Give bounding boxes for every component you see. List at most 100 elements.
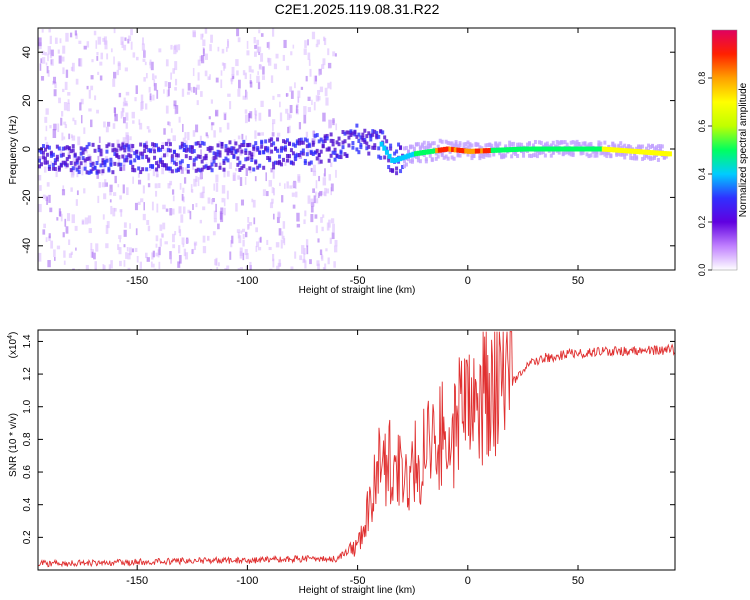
heatmap-cell [123, 229, 127, 237]
heatmap-cell [289, 185, 293, 189]
heatmap-cell [96, 109, 99, 114]
heatmap-cell [63, 146, 67, 151]
heatmap-cell [161, 167, 165, 175]
heatmap-cell [175, 44, 179, 53]
heatmap-cell [158, 246, 161, 256]
heatmap-cell [654, 147, 658, 152]
snr-plot-area [38, 330, 675, 570]
heatmap-cell [106, 53, 109, 60]
heatmap-cell [424, 157, 428, 162]
heatmap-cell [97, 144, 101, 149]
heatmap-cell [458, 153, 462, 158]
heatmap-cell [139, 268, 142, 270]
heatmap-cell [167, 144, 170, 152]
heatmap-cell [343, 139, 347, 144]
heatmap-cell [619, 152, 623, 157]
heatmap-cell [190, 184, 193, 193]
heatmap-cell [140, 102, 143, 111]
heatmap-cell [254, 141, 258, 146]
heatmap-cell [53, 158, 57, 163]
heatmap-cell [392, 157, 397, 163]
heatmap-cell [168, 87, 170, 96]
heatmap-cell [291, 151, 295, 156]
heatmap-cell [259, 236, 262, 243]
heatmap-cell [310, 206, 314, 213]
heatmap-cell [207, 197, 211, 204]
spectrogram-x-axis: -150 -100 -50 0 50 [126, 28, 584, 287]
heatmap-cell [127, 253, 131, 260]
heatmap-cell [214, 155, 218, 160]
heatmap-cell [266, 239, 269, 245]
heatmap-cell [178, 160, 182, 165]
heatmap-cell [143, 202, 145, 211]
heatmap-cell [315, 180, 318, 189]
heatmap-cell [317, 238, 320, 243]
heatmap-cell [152, 263, 155, 268]
heatmap-cell [335, 140, 339, 145]
heatmap-cell [220, 207, 224, 214]
heatmap-cell [117, 155, 121, 160]
heatmap-cell [188, 145, 192, 150]
heatmap-cell [620, 147, 625, 153]
heatmap-cell [165, 105, 169, 114]
heatmap-cell [268, 109, 271, 117]
heatmap-cell [239, 177, 243, 186]
heatmap-cell [361, 132, 365, 137]
heatmap-cell [62, 232, 65, 238]
heatmap-cell [41, 57, 46, 64]
heatmap-cell [119, 260, 122, 267]
heatmap-cell [301, 151, 305, 156]
heatmap-cell [549, 143, 553, 148]
heatmap-cell [377, 146, 381, 151]
heatmap-cell [122, 164, 126, 171]
colorbar-tick-label: 0.8 [697, 72, 707, 85]
heatmap-cell [485, 148, 490, 154]
heatmap-cell [221, 197, 224, 203]
heatmap-cell [466, 145, 470, 150]
heatmap-cell [248, 65, 252, 73]
heatmap-cell [135, 228, 138, 236]
heatmap-cell [122, 117, 126, 124]
heatmap-cell [432, 148, 437, 154]
heatmap-cell [224, 148, 228, 153]
heatmap-cell [288, 114, 292, 119]
heatmap-cell [194, 141, 198, 146]
heatmap-cell [142, 213, 146, 221]
heatmap-cell [619, 141, 623, 146]
heatmap-cell [329, 237, 332, 244]
heatmap-cell [520, 142, 524, 147]
heatmap-cell [615, 147, 620, 153]
heatmap-cell [182, 196, 185, 203]
heatmap-cell [95, 170, 99, 175]
heatmap-cell [220, 70, 223, 76]
heatmap-cell [52, 129, 57, 139]
heatmap-cell [95, 40, 98, 49]
heatmap-cell [345, 130, 349, 135]
heatmap-cell [535, 149, 539, 154]
heatmap-cell [268, 156, 272, 161]
heatmap-cell [290, 51, 293, 56]
heatmap-cell [113, 56, 115, 65]
heatmap-cell [105, 144, 109, 149]
heatmap-cell [325, 133, 329, 138]
heatmap-cell [237, 268, 240, 270]
heatmap-cell [94, 261, 97, 270]
heatmap-cell [458, 143, 462, 148]
heatmap-cell [61, 132, 64, 141]
heatmap-cell [324, 263, 327, 270]
heatmap-cell [113, 28, 116, 34]
heatmap-cell [351, 145, 355, 150]
heatmap-cell [404, 145, 408, 150]
heatmap-cell [43, 223, 46, 229]
heatmap-cell [569, 140, 573, 145]
heatmap-cell [652, 155, 656, 160]
heatmap-cell [174, 105, 179, 114]
heatmap-cell [238, 144, 242, 149]
heatmap-cell [373, 143, 377, 148]
heatmap-cell [395, 149, 399, 154]
heatmap-cell [219, 211, 223, 220]
heatmap-cell [322, 58, 326, 66]
heatmap-cell [517, 146, 522, 152]
heatmap-cell [218, 153, 222, 158]
heatmap-cell [230, 150, 234, 155]
